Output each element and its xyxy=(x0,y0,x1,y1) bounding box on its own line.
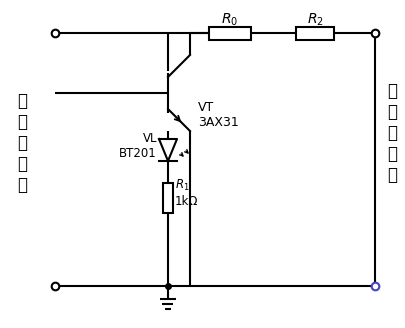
Bar xyxy=(209,27,250,39)
Text: $R_0$: $R_0$ xyxy=(221,11,238,28)
Bar xyxy=(295,27,333,39)
Text: $R_1$
1kΩ: $R_1$ 1kΩ xyxy=(175,178,198,208)
Text: 接
充
电
电
池: 接 充 电 电 池 xyxy=(386,82,396,184)
Bar xyxy=(162,183,173,213)
Text: $R_2$: $R_2$ xyxy=(306,11,323,28)
Text: VL
BT201: VL BT201 xyxy=(119,132,157,160)
Text: 接
充
电
电
压: 接 充 电 电 压 xyxy=(17,92,27,194)
Text: VT
3AX31: VT 3AX31 xyxy=(198,101,238,129)
